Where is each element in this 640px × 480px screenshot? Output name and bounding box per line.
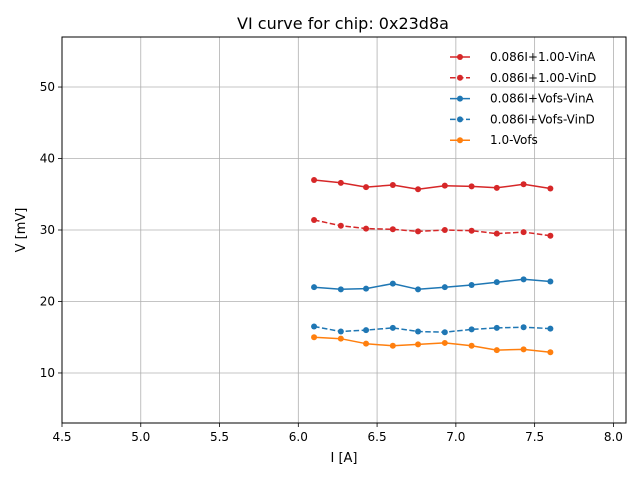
data-point bbox=[363, 285, 370, 292]
data-point bbox=[441, 227, 448, 233]
series-0 bbox=[311, 176, 554, 193]
series-line bbox=[314, 278, 551, 291]
data-point bbox=[389, 226, 396, 233]
data-point bbox=[547, 185, 554, 192]
x-tick-label: 5.0 bbox=[131, 430, 150, 444]
data-point bbox=[363, 340, 370, 347]
data-point bbox=[520, 276, 527, 283]
data-point bbox=[493, 230, 500, 237]
data-point bbox=[337, 222, 344, 229]
y-tick-label: 10 bbox=[40, 366, 55, 380]
data-point bbox=[415, 328, 422, 335]
series-2 bbox=[311, 276, 554, 293]
legend-marker-4 bbox=[457, 137, 463, 144]
data-point bbox=[337, 328, 344, 335]
series-line bbox=[314, 179, 551, 191]
data-point bbox=[441, 329, 448, 336]
data-point bbox=[493, 279, 500, 286]
x-tick-label: 6.5 bbox=[368, 430, 387, 444]
y-tick-label: 50 bbox=[40, 80, 55, 94]
x-tick-label: 6.0 bbox=[289, 430, 308, 444]
legend-label-3: 0.086I+Vofs-VinD bbox=[490, 112, 595, 126]
y-tick-label: 40 bbox=[40, 152, 55, 166]
legend-marker-0 bbox=[457, 54, 463, 60]
x-axis: 4.5 5.0 5.5 6.0 6.5 7.0 7.5 8.0 bbox=[52, 423, 623, 444]
y-tick-label: 30 bbox=[40, 223, 55, 237]
data-point bbox=[363, 327, 370, 334]
legend-marker-3 bbox=[457, 116, 463, 123]
data-point bbox=[547, 325, 554, 332]
data-point bbox=[520, 346, 527, 353]
series-1 bbox=[311, 216, 554, 239]
legend-marker-1 bbox=[457, 74, 463, 81]
series-layer bbox=[311, 176, 554, 356]
series-line bbox=[314, 336, 551, 353]
y-tick-label: 20 bbox=[40, 294, 55, 308]
data-point bbox=[547, 232, 554, 239]
series-3 bbox=[311, 323, 554, 336]
data-point bbox=[468, 326, 475, 333]
data-point bbox=[337, 335, 344, 342]
legend-label-2: 0.086I+Vofs-VinA bbox=[490, 92, 595, 106]
series-line bbox=[313, 325, 551, 333]
grid bbox=[61, 37, 626, 423]
data-point bbox=[363, 225, 370, 232]
data-point bbox=[389, 181, 396, 188]
data-point bbox=[337, 286, 344, 293]
chart-title: VI curve for chip: 0x23d8a bbox=[237, 14, 449, 33]
series-4 bbox=[311, 334, 554, 356]
y-axis: 10 20 30 40 50 bbox=[40, 80, 62, 380]
x-axis-label: I [A] bbox=[330, 451, 357, 466]
data-point bbox=[389, 342, 396, 349]
x-tick-label: 7.5 bbox=[525, 430, 544, 444]
data-point bbox=[468, 183, 475, 190]
data-point bbox=[311, 176, 318, 183]
data-point bbox=[311, 284, 318, 291]
data-point bbox=[311, 334, 318, 341]
x-tick-label: 7.0 bbox=[446, 430, 465, 444]
legend: 0.086I+1.00-VinA 0.086I+1.00-VinD 0.086I+V… bbox=[450, 50, 596, 147]
data-point bbox=[468, 282, 475, 289]
data-point bbox=[311, 323, 318, 330]
data-point bbox=[441, 182, 448, 189]
data-point bbox=[415, 286, 422, 293]
data-point bbox=[441, 284, 448, 291]
series-line bbox=[313, 219, 551, 237]
data-point bbox=[493, 184, 500, 191]
data-point bbox=[337, 179, 344, 186]
data-point bbox=[493, 347, 500, 354]
data-point bbox=[547, 349, 554, 356]
data-point bbox=[389, 324, 396, 331]
data-point bbox=[415, 341, 422, 348]
data-point bbox=[415, 186, 422, 193]
data-point bbox=[363, 184, 370, 191]
data-point bbox=[520, 229, 527, 236]
data-point bbox=[493, 324, 500, 331]
data-point bbox=[441, 339, 448, 346]
data-point bbox=[468, 227, 475, 234]
legend-label-4: 1.0-Vofs bbox=[490, 133, 538, 147]
legend-label-1: 0.086I+1.00-VinD bbox=[490, 71, 596, 85]
data-point bbox=[389, 280, 396, 287]
data-point bbox=[311, 216, 318, 223]
data-point bbox=[415, 228, 422, 235]
data-point bbox=[547, 278, 554, 285]
x-tick-label: 5.5 bbox=[210, 430, 229, 444]
legend-marker-2 bbox=[457, 95, 463, 102]
x-tick-label: 8.0 bbox=[604, 430, 623, 444]
legend-label-0: 0.086I+1.00-VinA bbox=[490, 50, 596, 64]
y-axis-label: V [mV] bbox=[14, 208, 29, 253]
data-point bbox=[468, 342, 475, 349]
data-point bbox=[520, 181, 527, 188]
x-tick-label: 4.5 bbox=[52, 430, 71, 444]
data-point bbox=[520, 324, 527, 331]
